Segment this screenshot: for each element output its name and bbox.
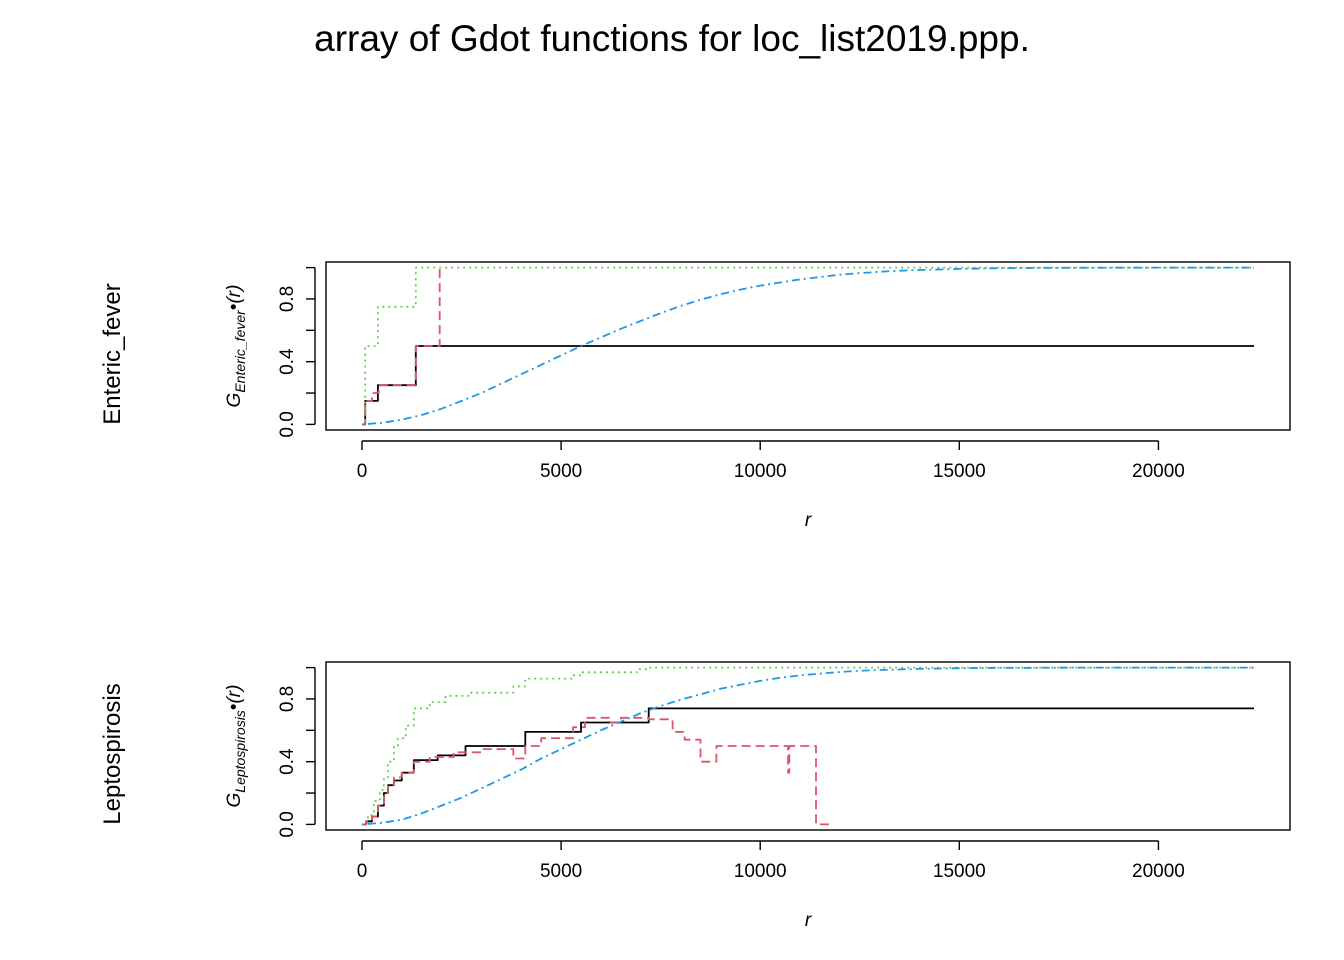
- y-axis-label: GEnteric_fever•(r): [224, 285, 248, 408]
- y-tick-label: 0.8: [277, 286, 298, 312]
- series-rs-line: [362, 666, 1254, 826]
- x-tick-label: 15000: [933, 461, 986, 482]
- x-tick-label: 15000: [933, 861, 986, 882]
- y-tick-label: 0.4: [277, 748, 298, 775]
- panel-2: 0 5000 10000 15000 20000 0.0 0.4 0.8 r Leptospiro…: [99, 661, 1291, 931]
- x-tick-label: 10000: [734, 461, 787, 482]
- chart-title: array of Gdot functions for loc_list2019…: [314, 18, 1030, 59]
- panels: 0 5000 10000 15000 20000 0.0 0.4 0.8 r Enteric_fe…: [99, 261, 1291, 931]
- x-axis-label: r: [805, 510, 812, 531]
- series-obs-line: [362, 345, 1254, 426]
- row-label: Leptospirosis: [99, 683, 126, 824]
- x-tick-label: 10000: [734, 861, 787, 882]
- x-tick-label: 5000: [540, 461, 582, 482]
- series-theo-line: [361, 666, 1254, 826]
- x-axis-label: r: [805, 910, 812, 931]
- series-theo-line: [361, 266, 1254, 426]
- plot-frame: [325, 261, 1291, 431]
- row-label: Enteric_fever: [99, 283, 126, 424]
- x-tick-label: 5000: [540, 861, 582, 882]
- x-tick-label: 20000: [1132, 861, 1185, 882]
- plot-frame: [325, 661, 1291, 831]
- y-tick-label: 0.0: [277, 411, 298, 437]
- y-tick-label: 0.0: [277, 811, 298, 837]
- y-label-subscript: Leptospirosis: [232, 710, 248, 793]
- y-axis-label: GLeptospirosis•(r): [224, 685, 248, 808]
- y-label-tail: •(r): [224, 685, 245, 711]
- y-label-subscript: Enteric_fever: [232, 309, 248, 393]
- x-tick-label: 0: [357, 861, 368, 882]
- y-label-main: G: [224, 393, 245, 408]
- y-tick-label: 0.4: [277, 348, 298, 375]
- y-label-main: G: [224, 793, 245, 808]
- series-obs-line: [362, 707, 1254, 826]
- series-iso-line: [362, 716, 832, 826]
- x-tick-label: 20000: [1132, 461, 1185, 482]
- y-label-tail: •(r): [224, 285, 245, 311]
- series-rs-line: [362, 266, 1254, 426]
- panel-1: 0 5000 10000 15000 20000 0.0 0.4 0.8 r Enteric_fe…: [99, 261, 1291, 531]
- x-tick-label: 0: [357, 461, 368, 482]
- y-tick-label: 0.8: [277, 686, 298, 712]
